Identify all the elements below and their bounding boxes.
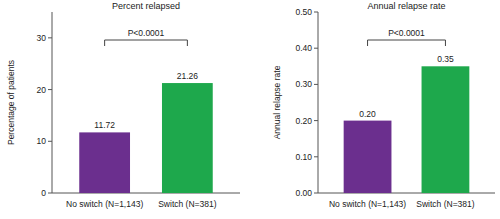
significance-bracket [368,40,446,46]
x-tick-label: No switch (N=1,143) [66,199,143,209]
x-tick-label: Switch (N=381) [158,199,217,209]
chart-root: Percent relapsed Percentage of patients 0 1… [0,0,500,219]
y-axis-line [52,12,53,193]
annotation: P<0.0001 [128,28,165,38]
bars [79,83,212,193]
chart-title: Percent relapsed [112,1,180,11]
data-label: 21.26 [177,71,199,81]
y-tick-label: 20 [37,85,47,95]
y-tick-label: 0.20 [295,116,312,126]
bar [162,83,213,193]
bar [422,66,470,193]
y-tick [314,193,318,194]
y-tick-label: 0.50 [295,7,312,17]
y-axis-line [318,12,319,193]
annotation: P<0.0001 [388,28,425,38]
data-label: 0.35 [437,54,454,64]
bars [344,66,470,193]
y-axis-label: Percentage of patients [6,60,16,145]
y-tick-label: 0.10 [295,152,312,162]
y-tick [314,12,318,13]
y-tick [48,89,52,90]
data-label: 11.72 [94,120,115,130]
bar [79,132,130,193]
panel: Percent relapsed Percentage of patients 0 1… [6,1,240,209]
y-tick [314,48,318,49]
y-tick-label: 0 [41,188,46,198]
significance-bracket [105,40,188,46]
y-tick-label: 30 [37,33,47,43]
y-tick-label: 10 [37,136,47,146]
data-label: 0.20 [359,109,376,119]
x-tick-label: No switch (N=1,143) [329,199,406,209]
y-tick [48,37,52,38]
y-tick [48,141,52,142]
x-tick-label: Switch (N=381) [416,199,475,209]
y-tick [48,193,52,194]
bar [344,121,392,193]
panel: Annual relapse rate Annual relapse rate 0.… [272,1,495,209]
y-tick [314,84,318,85]
y-tick [314,156,318,157]
y-tick-label: 0.40 [295,43,312,53]
y-tick-label: 0.00 [295,188,312,198]
y-axis-label: Annual relapse rate [272,65,282,139]
chart-title: Annual relapse rate [367,1,445,11]
y-tick-label: 0.30 [295,79,312,89]
y-tick [314,120,318,121]
